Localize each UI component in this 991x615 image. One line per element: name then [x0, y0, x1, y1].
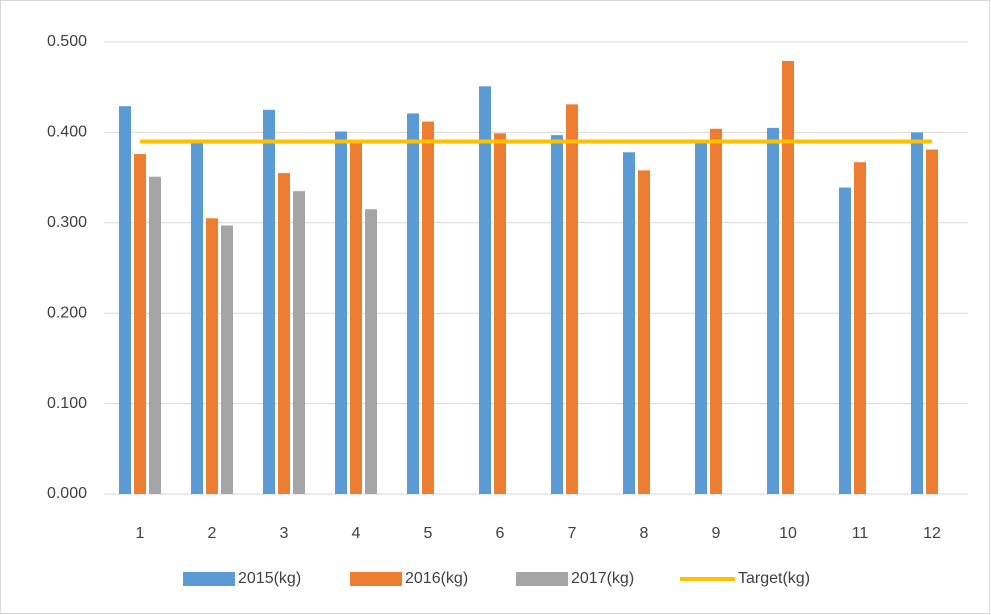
legend-swatch — [350, 572, 402, 586]
legend-label: 2016(kg) — [405, 570, 468, 587]
bar — [767, 127, 779, 494]
bar — [911, 132, 923, 494]
bar — [782, 60, 794, 494]
x-tick-label: 7 — [568, 525, 577, 542]
x-tick-label: 2 — [208, 525, 217, 542]
bar — [695, 141, 707, 494]
bar — [206, 218, 218, 494]
legend-swatch — [183, 572, 235, 586]
bar — [638, 170, 650, 495]
legend-label: 2015(kg) — [238, 570, 301, 587]
y-tick-label: 0.000 — [47, 485, 87, 502]
x-tick-label: 3 — [280, 525, 289, 542]
bar — [494, 133, 506, 494]
bar — [566, 104, 578, 494]
x-tick-label: 11 — [852, 525, 869, 542]
y-tick-label: 0.300 — [47, 214, 87, 231]
y-tick-label: 0.500 — [47, 33, 87, 50]
bar — [926, 149, 938, 495]
bar — [278, 173, 290, 494]
x-tick-label: 12 — [923, 525, 941, 542]
x-tick-label: 10 — [779, 525, 797, 542]
y-tick-label: 0.200 — [47, 304, 87, 321]
legend-label: 2017(kg) — [571, 570, 634, 587]
bar — [407, 113, 419, 494]
bar — [335, 131, 347, 494]
bar — [119, 106, 131, 495]
bar — [854, 162, 866, 494]
x-tick-label: 1 — [136, 525, 145, 542]
bar — [191, 140, 203, 494]
bar — [221, 225, 233, 494]
bar — [293, 191, 305, 494]
x-tick-label: 6 — [496, 525, 505, 542]
legend-label: Target(kg) — [738, 570, 810, 587]
bar — [710, 128, 722, 494]
legend-swatch — [516, 572, 568, 586]
bar — [623, 152, 635, 494]
bar — [551, 135, 563, 494]
bar — [263, 109, 275, 495]
bar — [479, 86, 491, 495]
bar — [350, 141, 362, 494]
bar — [422, 121, 434, 494]
bar — [149, 176, 161, 495]
y-tick-label: 0.100 — [47, 395, 87, 412]
bar — [839, 187, 851, 494]
bar — [134, 154, 146, 494]
x-tick-label: 8 — [640, 525, 649, 542]
y-tick-label: 0.400 — [47, 124, 87, 141]
x-tick-label: 5 — [424, 525, 433, 542]
bar — [365, 209, 377, 495]
x-tick-label: 9 — [712, 525, 721, 542]
x-tick-label: 4 — [352, 525, 361, 542]
